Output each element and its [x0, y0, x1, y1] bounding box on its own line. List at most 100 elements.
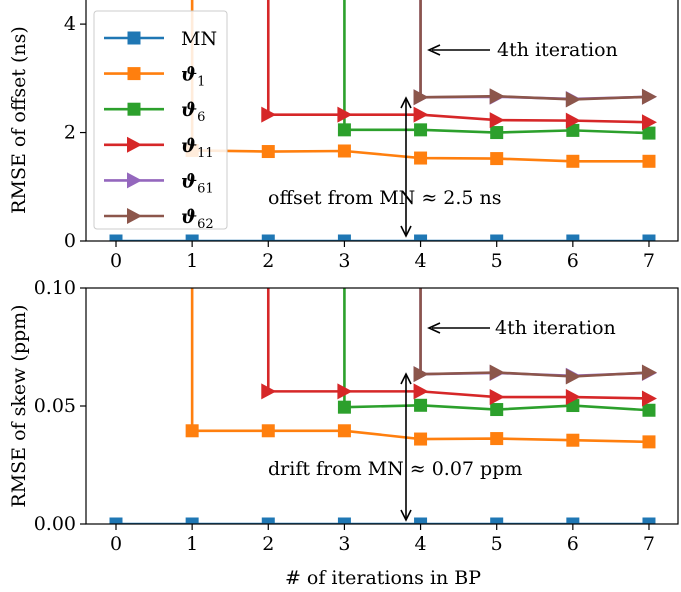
offset-data-point: [413, 89, 429, 106]
offset-data-point: [566, 123, 580, 137]
offset-x-tick-label: 0: [110, 250, 122, 272]
skew-x-tick-label: 5: [491, 533, 503, 555]
skew-data-point: [642, 403, 656, 417]
offset-data-point: [566, 154, 580, 168]
skew-series-line: [190, 288, 650, 444]
offset-data-point: [414, 123, 428, 137]
legend-swatch-marker: [127, 208, 142, 224]
legend-label: ϑ62: [181, 206, 214, 232]
skew-x-tick-label: 0: [110, 533, 122, 555]
skew-y-tick-label: 0.05: [34, 395, 76, 417]
offset-series-0: [109, 234, 656, 241]
offset-data-point: [261, 234, 275, 241]
skew-data-point: [261, 424, 275, 438]
offset-data-point: [565, 91, 581, 108]
offset-annotations: 4th iteration offset from MN ≈ 2.5 ns: [268, 39, 618, 238]
legend-swatch-marker: [127, 136, 142, 153]
skew-data-point: [185, 424, 199, 438]
skew-double-arrow-bottom-head: [400, 509, 412, 522]
skew-data-point: [490, 432, 504, 446]
offset-axes-frame: [85, 0, 679, 242]
offset-panel: 0 1 2 3 4 5 6 7 0 2 4 RMSE of offset (ns) MN ϑ1 ϑ6 ϑ1…: [8, 0, 679, 272]
skew-series-group: [109, 288, 657, 524]
skew-data-point: [337, 424, 351, 438]
skew-data-point: [261, 517, 275, 524]
skew-data-point: [337, 383, 353, 400]
offset-x-tick-label: 5: [491, 250, 503, 272]
skew-y-tick-label: 0.00: [34, 513, 76, 535]
legend-label: ϑ61: [181, 170, 214, 196]
offset-data-point: [413, 106, 429, 123]
offset-x-tick-label: 1: [186, 250, 198, 272]
skew-data-point: [337, 517, 351, 524]
offset-data-point: [414, 234, 428, 241]
offset-double-arrow-top-head: [400, 96, 412, 109]
legend-label: ϑ11: [181, 135, 214, 161]
skew-data-point: [489, 364, 505, 381]
offset-data-point: [565, 112, 581, 129]
offset-series-2: [337, 0, 656, 140]
offset-x-tick-label: 3: [338, 250, 350, 272]
offset-data-point: [489, 88, 505, 105]
offset-data-point: [489, 112, 505, 129]
skew-data-point: [490, 403, 504, 417]
offset-data-point: [641, 88, 657, 105]
offset-x-tick-label: 7: [643, 250, 655, 272]
legend-swatch-marker: [127, 31, 141, 45]
skew-data-point: [565, 368, 581, 385]
offset-data-point: [109, 234, 123, 241]
offset-data-point: [337, 144, 351, 158]
skew-data-point: [337, 400, 351, 414]
skew-y-tick-label: 0.10: [34, 277, 76, 299]
skew-series-3: [261, 288, 657, 407]
skew-data-point: [414, 398, 428, 412]
skew-data-point: [414, 517, 428, 524]
offset-data-point: [337, 123, 351, 137]
legend-entry: ϑ6: [104, 99, 205, 125]
offset-data-point: [185, 234, 199, 241]
skew-data-point: [566, 517, 580, 524]
skew-data-point: [489, 389, 505, 406]
offset-series-line: [343, 0, 650, 135]
skew-x-tick-label: 6: [567, 533, 579, 555]
offset-series-line: [266, 0, 650, 124]
legend-swatch-marker: [127, 102, 141, 116]
skew-data-point: [566, 433, 580, 447]
offset-data-point: [642, 126, 656, 140]
skew-series-5: [413, 288, 657, 385]
legend-label: ϑ1: [181, 64, 205, 90]
skew-series-1: [185, 288, 656, 449]
offset-data-point: [261, 145, 275, 159]
offset-data-point: [337, 234, 351, 241]
offset-from-mn-label: offset from MN ≈ 2.5 ns: [268, 187, 502, 209]
offset-y-tick-label: 0: [64, 230, 76, 252]
x-axis-label: # of iterations in BP: [285, 567, 481, 589]
offset-double-arrow-bottom-head: [400, 225, 412, 238]
offset-y-tick-label: 2: [64, 122, 76, 144]
skew-iteration-label: 4th iteration: [495, 317, 616, 339]
offset-ticks: 0 1 2 3 4 5 6 7 0 2 4: [64, 13, 655, 272]
skew-series-2: [337, 288, 656, 417]
offset-data-point: [490, 234, 504, 241]
skew-x-tick-label: 2: [262, 533, 274, 555]
offset-data-point: [490, 126, 504, 140]
skew-x-tick-label: 3: [338, 533, 350, 555]
offset-x-tick-label: 6: [567, 250, 579, 272]
legend-swatch-marker: [127, 172, 142, 189]
offset-x-tick-label: 2: [262, 250, 274, 272]
legend-entry: ϑ61: [104, 170, 214, 196]
skew-data-point: [413, 383, 429, 400]
offset-series-3: [261, 0, 657, 131]
skew-data-point: [565, 389, 581, 406]
legend-entry: MN: [104, 28, 217, 50]
skew-data-point: [413, 366, 429, 383]
legend-entry: ϑ62: [104, 206, 214, 232]
skew-ticks: 0 1 2 3 4 5 6 7 0.00 0.05 0.10: [34, 277, 655, 555]
skew-iteration-arrowhead: [427, 322, 441, 334]
skew-x-tick-label: 1: [186, 533, 198, 555]
offset-iteration-label: 4th iteration: [497, 39, 618, 61]
skew-data-point: [109, 517, 123, 524]
skew-ylabel: RMSE of skew (ppm): [8, 304, 30, 507]
legend-swatch-marker: [127, 67, 141, 81]
